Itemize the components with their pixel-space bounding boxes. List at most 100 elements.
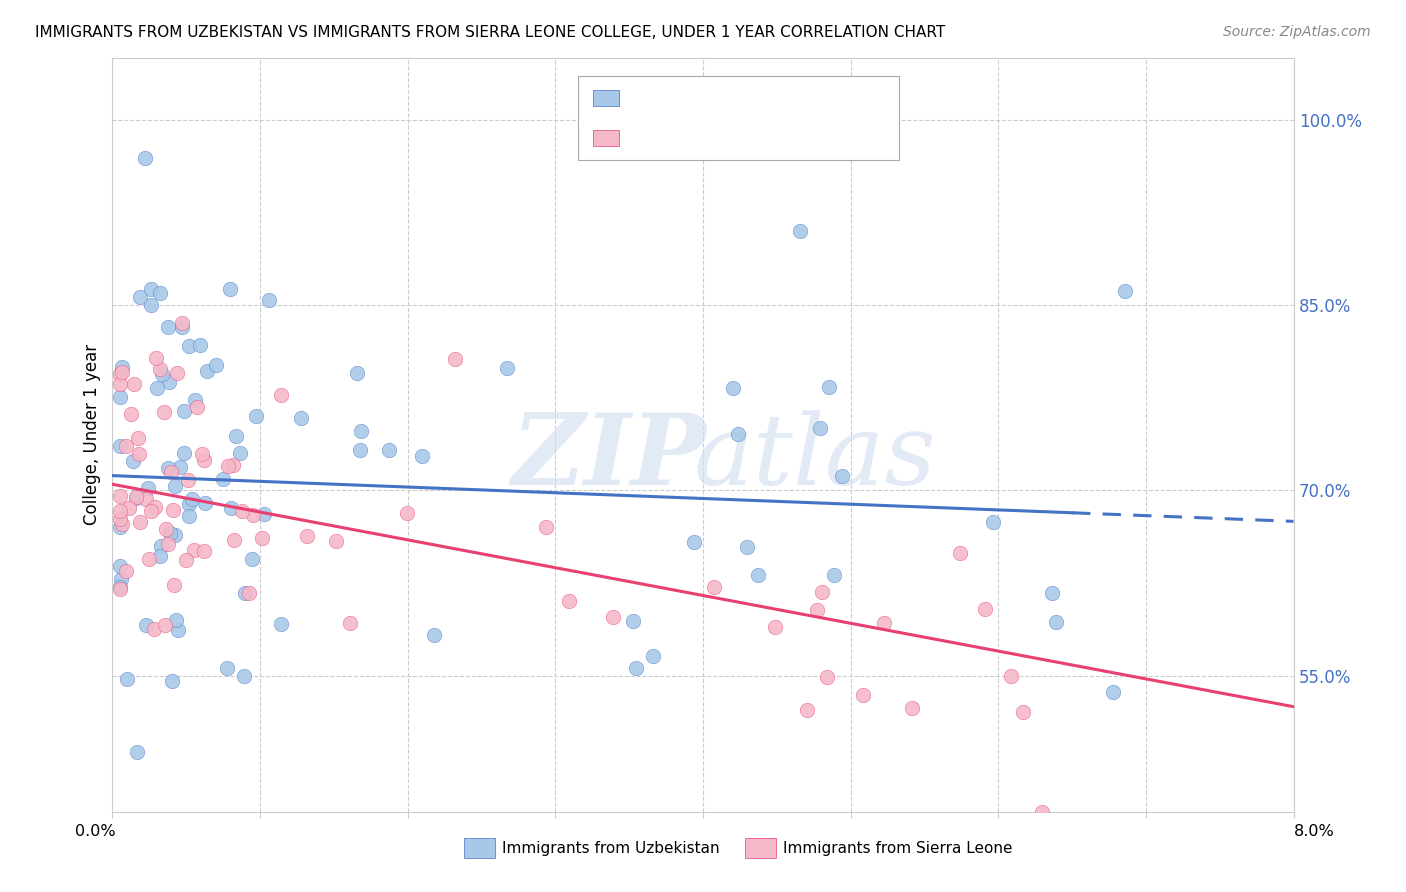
Point	[125, 491, 148, 506]
Point	[134, 151, 156, 165]
Point	[128, 447, 150, 461]
Point	[181, 492, 204, 507]
Point	[193, 453, 215, 467]
Point	[624, 660, 647, 674]
Point	[789, 224, 811, 238]
Point	[346, 367, 368, 381]
Text: Immigrants from Uzbekistan: Immigrants from Uzbekistan	[502, 841, 720, 855]
Point	[232, 669, 254, 683]
Point	[115, 564, 138, 578]
Point	[148, 286, 170, 301]
Point	[179, 509, 201, 524]
Point	[811, 584, 834, 599]
Point	[127, 745, 149, 759]
Text: Source: ZipAtlas.com: Source: ZipAtlas.com	[1223, 25, 1371, 39]
Point	[219, 500, 242, 515]
Point	[172, 320, 194, 334]
Point	[823, 568, 845, 582]
Point	[238, 586, 260, 600]
Point	[108, 559, 131, 574]
Text: Immigrants from Sierra Leone: Immigrants from Sierra Leone	[783, 841, 1012, 855]
Text: ZIP: ZIP	[510, 409, 706, 506]
Point	[141, 282, 163, 296]
Point	[163, 528, 186, 542]
Text: 70: 70	[792, 129, 814, 147]
Text: atlas: atlas	[693, 409, 936, 505]
Point	[231, 504, 253, 518]
Point	[349, 443, 371, 458]
Point	[166, 366, 188, 380]
Point	[240, 552, 263, 566]
Point	[423, 628, 446, 642]
Point	[350, 424, 373, 438]
Point	[108, 580, 131, 594]
Point	[1000, 669, 1022, 683]
Point	[643, 648, 665, 663]
Point	[536, 520, 558, 534]
Point	[128, 290, 150, 304]
Point	[1040, 585, 1063, 599]
Text: IMMIGRANTS FROM UZBEKISTAN VS IMMIGRANTS FROM SIERRA LEONE COLLEGE, UNDER 1 YEAR: IMMIGRANTS FROM UZBEKISTAN VS IMMIGRANTS…	[35, 25, 945, 40]
Point	[378, 442, 401, 457]
Point	[242, 508, 264, 522]
Point	[183, 543, 205, 558]
Point	[117, 672, 139, 686]
Point	[160, 465, 183, 479]
Point	[150, 367, 173, 381]
Point	[411, 449, 433, 463]
Point	[193, 543, 215, 558]
Point	[156, 537, 179, 551]
Point	[172, 316, 194, 330]
Point	[115, 439, 138, 453]
Point	[195, 364, 218, 378]
Point	[808, 421, 831, 435]
Point	[735, 540, 758, 554]
Point	[129, 515, 152, 529]
Point	[396, 506, 419, 520]
Point	[949, 546, 972, 560]
Point	[295, 529, 318, 543]
Point	[173, 404, 195, 418]
Point	[159, 525, 181, 540]
Point	[796, 703, 818, 717]
Point	[143, 500, 166, 515]
Text: 8.0%: 8.0%	[1295, 824, 1334, 838]
Point	[108, 376, 131, 391]
Point	[852, 688, 875, 702]
Point	[110, 572, 132, 586]
Point	[873, 615, 896, 630]
Point	[190, 447, 212, 461]
Point	[108, 582, 131, 596]
Point	[125, 490, 148, 504]
Point	[143, 622, 166, 636]
Point	[111, 517, 134, 532]
Point	[727, 427, 749, 442]
Point	[1045, 615, 1067, 629]
Point	[194, 495, 217, 509]
Point	[222, 533, 245, 547]
Point	[146, 381, 169, 395]
Point	[173, 445, 195, 459]
Point	[219, 282, 242, 296]
Text: N =: N =	[747, 129, 794, 147]
Point	[136, 481, 159, 495]
Point	[108, 367, 131, 381]
Point	[444, 352, 467, 367]
Point	[683, 535, 706, 549]
Point	[558, 594, 581, 608]
Point	[155, 618, 177, 632]
Point	[177, 473, 200, 487]
Point	[183, 392, 205, 407]
Point	[621, 614, 644, 628]
Point	[1012, 706, 1035, 720]
Point	[325, 533, 347, 548]
Point	[108, 439, 131, 453]
Point	[222, 458, 245, 473]
Point	[900, 701, 922, 715]
Point	[149, 549, 172, 563]
Point	[983, 515, 1005, 529]
Point	[806, 603, 828, 617]
Point	[139, 297, 162, 311]
Point	[145, 351, 167, 366]
Point	[253, 507, 276, 521]
